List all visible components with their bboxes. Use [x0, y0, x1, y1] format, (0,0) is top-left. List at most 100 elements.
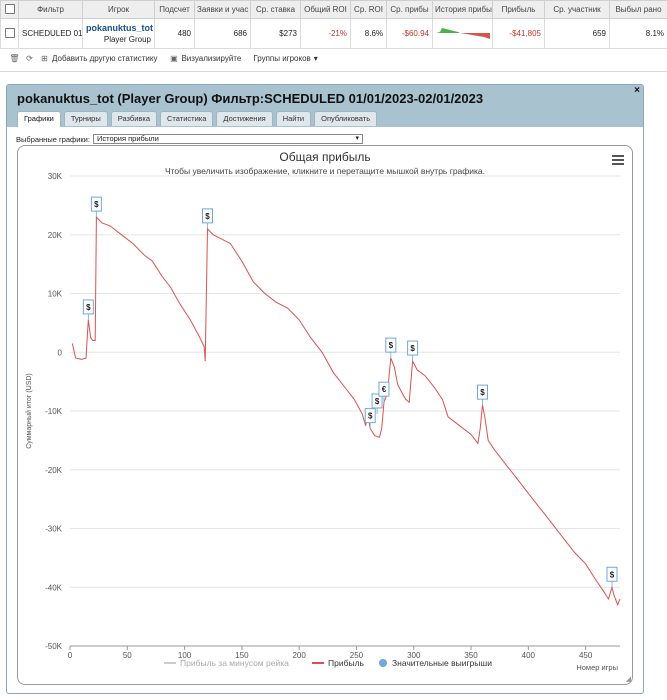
- cell-avg-participants: 659: [544, 18, 610, 49]
- col-header-avg-profit[interactable]: Ср. прибы: [386, 0, 433, 19]
- y-tick-label: -40K: [45, 583, 63, 592]
- big-win-marker: [378, 381, 390, 397]
- tab-achievements[interactable]: Достижения: [216, 111, 273, 126]
- profit-sparkline: [436, 27, 490, 39]
- x-tick-label: 100: [178, 651, 192, 660]
- table-header-row: Фильтр Игрок Подсчет Заявки и учас Ср. с…: [0, 0, 667, 19]
- hamburger-menu-icon[interactable]: [612, 155, 624, 165]
- col-header-total-roi[interactable]: Общий ROI: [300, 0, 351, 19]
- big-win-label: $: [375, 397, 380, 406]
- cell-avg-roi: 8.6%: [350, 18, 387, 49]
- tab-statistics[interactable]: Статистика: [160, 111, 214, 126]
- close-icon[interactable]: ×: [634, 85, 640, 96]
- trash-icon[interactable]: 🗑: [9, 53, 20, 63]
- chart-subtitle: Чтобы увеличить изображение, кликните и …: [164, 166, 486, 176]
- profit-chart[interactable]: 30K 20K 10K 0 -10K -20K -30K -40K -50K 0 50 100 150 2…: [18, 146, 634, 686]
- x-axis-label: Номер игры: [576, 663, 618, 672]
- cell-avg-stake: $273: [250, 18, 301, 49]
- col-header-player[interactable]: Игрок: [82, 0, 155, 19]
- chart-title: Общая прибыль: [279, 150, 371, 164]
- chart-selector-row: Выбранные графики: История прибыли ▾: [16, 134, 363, 144]
- col-header-early-exit[interactable]: Выбыл рано: [609, 0, 667, 19]
- y-tick-label: 10K: [48, 290, 63, 299]
- cell-entries: 686: [194, 18, 251, 49]
- col-header-entries[interactable]: Заявки и учас: [194, 0, 251, 19]
- cell-profit-sparkline: [432, 18, 493, 49]
- x-tick-label: 450: [579, 651, 593, 660]
- y-tick-label: 30K: [48, 172, 63, 181]
- col-header-profit[interactable]: Прибыль: [492, 0, 545, 19]
- chevron-down-icon: ▾: [355, 135, 359, 142]
- col-header-filter[interactable]: Фильтр: [18, 0, 83, 19]
- big-win-marker: [371, 393, 383, 409]
- big-win-marker: [606, 566, 618, 582]
- cell-player: pokanuktus_tot Player Group: [82, 18, 155, 49]
- add-stat-button[interactable]: ⊞ Добавить другую статистику: [40, 54, 157, 63]
- table-toolbar: 🗑 ⟳ ⊞ Добавить другую статистику ▣ Визуа…: [0, 51, 667, 65]
- big-win-label: $: [368, 412, 373, 421]
- dialog-title: pokanuktus_tot (Player Group) Фильтр:SCH…: [17, 91, 484, 106]
- row-checkbox[interactable]: [0, 18, 19, 49]
- x-tick-label: 400: [522, 651, 536, 660]
- x-tick-label: 350: [464, 651, 478, 660]
- x-tick-label: 150: [235, 651, 249, 660]
- chart-icon: ▣: [170, 53, 178, 63]
- refresh-icon[interactable]: ⟳: [26, 53, 33, 63]
- big-win-label: $: [389, 341, 394, 350]
- big-win-label: $: [94, 200, 99, 209]
- big-win-label: $: [610, 570, 615, 579]
- big-win-label: $: [480, 388, 485, 397]
- col-header-avg-stake[interactable]: Ср. ставка: [250, 0, 301, 19]
- x-tick-label: 0: [68, 651, 73, 660]
- tab-tournaments[interactable]: Турниры: [63, 111, 108, 126]
- col-header-count[interactable]: Подсчет: [154, 0, 195, 19]
- big-win-marker: [407, 340, 419, 356]
- chart-select-value: История прибыли: [96, 134, 159, 143]
- dialog-tabs: Графики Турниры Разбивка Статистика Дост…: [17, 111, 378, 127]
- y-tick-label: -30K: [45, 525, 63, 534]
- col-header-avg-roi[interactable]: Ср. ROI: [350, 0, 387, 19]
- y-tick-label: -20K: [45, 466, 63, 475]
- big-win-marker: [90, 196, 102, 212]
- cell-count: 480: [154, 18, 195, 49]
- x-tick-label: 200: [292, 651, 306, 660]
- player-groups-label: Группы игроков: [253, 53, 311, 63]
- big-win-marker: [385, 337, 397, 353]
- visualize-button[interactable]: ▣ Визуализируйте: [169, 54, 241, 63]
- chart-select[interactable]: История прибыли ▾: [92, 134, 363, 144]
- chart-container[interactable]: Общая прибыль Чтобы увеличить изображени…: [17, 145, 633, 685]
- player-groups-dropdown[interactable]: Группы игроков ▾: [253, 54, 317, 63]
- plus-icon: ⊞: [41, 53, 48, 63]
- resize-grip-icon[interactable]: ◢: [625, 676, 631, 683]
- cell-profit: -$41,805: [492, 18, 545, 49]
- legend-profit-label: Прибыль: [328, 658, 365, 668]
- big-win-label: $: [410, 344, 415, 353]
- big-win-label: $: [86, 303, 91, 312]
- player-group-label: Player Group: [103, 34, 151, 44]
- cell-total-roi: -21%: [300, 18, 351, 49]
- cell-filter: SCHEDULED 01/01/2023- 02/01/2023: [18, 18, 83, 49]
- table-row[interactable]: SCHEDULED 01/01/2023- 02/01/2023 pokanuk…: [0, 18, 667, 49]
- legend-wins-swatch: [379, 659, 387, 667]
- tab-publish[interactable]: Опубликовать: [314, 111, 378, 126]
- legend-rake-label: Прибыль за минусом рейка: [180, 658, 289, 668]
- select-all-checkbox[interactable]: [0, 0, 19, 19]
- big-win-label: $: [205, 212, 210, 221]
- tab-charts[interactable]: Графики: [17, 111, 61, 127]
- y-tick-label: 20K: [48, 231, 63, 240]
- col-header-avg-participants[interactable]: Ср. участник: [544, 0, 610, 19]
- player-name-link[interactable]: pokanuktus_tot: [86, 22, 154, 33]
- tab-find[interactable]: Найти: [275, 111, 312, 126]
- y-tick-label: -50K: [45, 642, 63, 651]
- big-win-marker: [364, 408, 376, 424]
- chart-select-label: Выбранные графики:: [16, 134, 90, 144]
- col-header-profit-history[interactable]: История прибы: [432, 0, 493, 19]
- y-tick-label: -10K: [45, 407, 63, 416]
- big-win-marker: [477, 384, 488, 400]
- stats-table-panel: Фильтр Игрок Подсчет Заявки и учас Ср. с…: [0, 0, 667, 65]
- cell-early-exit: 8.1%: [609, 18, 667, 49]
- tab-breakdown[interactable]: Разбивка: [110, 111, 158, 126]
- big-win-marker: [82, 299, 94, 315]
- x-tick-label: 250: [350, 651, 364, 660]
- player-dialog: pokanuktus_tot (Player Group) Фильтр:SCH…: [6, 84, 644, 694]
